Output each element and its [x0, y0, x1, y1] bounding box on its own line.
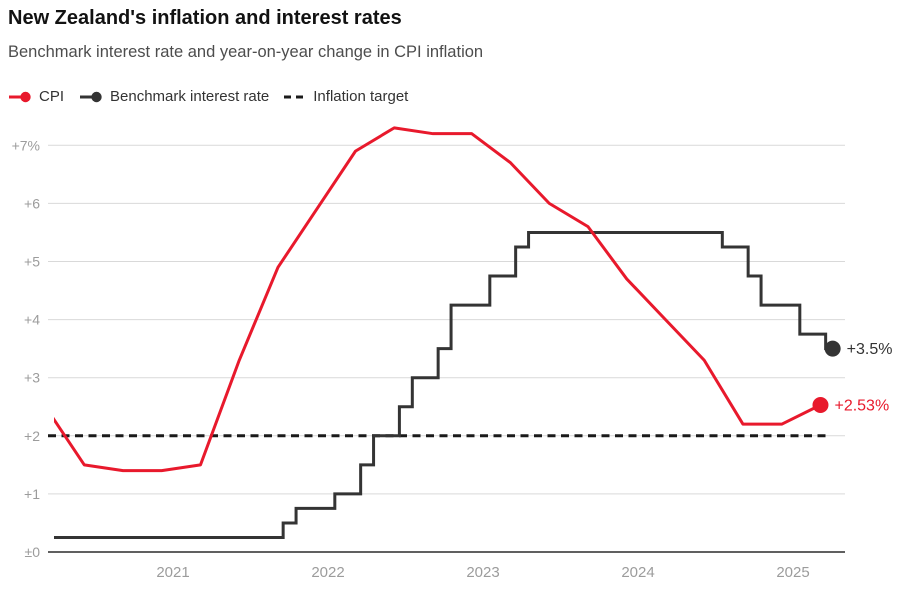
page-subtitle: Benchmark interest rate and year-on-year…: [8, 43, 484, 61]
legend-label-inflation-target: Inflation target: [313, 88, 409, 105]
x-tick-label: 2025: [776, 564, 809, 581]
y-tick-label: ±0: [25, 544, 41, 560]
y-tick-label: +5: [24, 254, 40, 270]
inflation-target-dashed-icon: [284, 95, 306, 98]
y-tick-label: +1: [24, 486, 40, 502]
x-tick-label: 2023: [466, 564, 499, 581]
cpi-line: [54, 126, 822, 473]
page-title: New Zealand's inflation and interest rat…: [8, 7, 402, 29]
y-tick-label: +7%: [12, 137, 40, 153]
y-tick-label: +2: [24, 428, 40, 444]
x-tick-label: 2024: [621, 564, 654, 581]
x-tick-label: 2021: [156, 564, 189, 581]
y-tick-label: +4: [24, 312, 40, 328]
legend-item-benchmark-rate: Benchmark interest rate: [79, 88, 269, 105]
benchmark-rate-step-line: [54, 230, 833, 539]
benchmark-rate-end-label: +3.5%: [847, 341, 893, 358]
legend-item-cpi: CPI: [8, 88, 64, 105]
legend: CPI Benchmark interest rate Inflation ta…: [8, 88, 408, 105]
cpi-end-dot: [812, 397, 829, 414]
benchmark-rate-end-dot: [824, 340, 841, 357]
legend-item-inflation-target: Inflation target: [284, 88, 408, 105]
cpi-line-dot-icon: [9, 91, 31, 102]
y-tick-label: +3: [24, 370, 40, 386]
legend-label-benchmark-rate: Benchmark interest rate: [110, 88, 270, 105]
legend-label-cpi: CPI: [39, 88, 65, 105]
y-tick-label: +6: [24, 195, 40, 211]
benchmark-rate-line-dot-icon: [80, 91, 102, 102]
x-tick-label: 2022: [311, 564, 344, 581]
cpi-end-label: +2.53%: [834, 398, 889, 415]
